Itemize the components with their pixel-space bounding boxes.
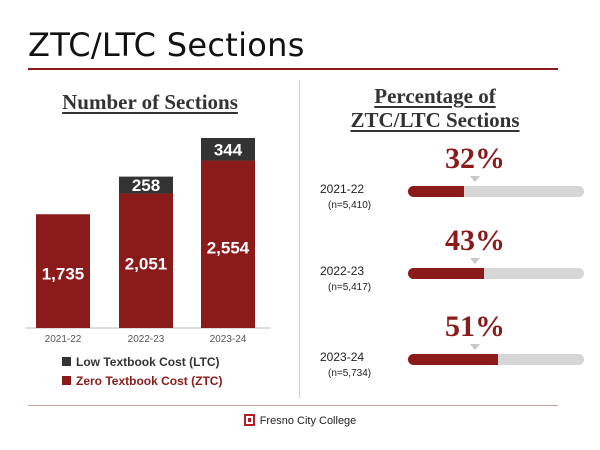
pct-row-2021-22: 32% 2021-22 (n=5,410) [320,142,590,222]
bar-label-ltc-2023-24: 344 [214,140,243,159]
bar-ztc-2022-23 [119,193,173,328]
pct-value: 51% [445,310,505,343]
pct-marker-icon [470,258,480,264]
pct-value: 43% [445,224,505,257]
x-tick-label-2021-22: 2021-22 [45,334,82,345]
pct-track [408,354,584,365]
pct-marker-icon [470,344,480,350]
pct-track [408,186,584,197]
percentage-heading: Percentage of ZTC/LTC Sections [310,84,560,132]
percentage-heading-line1: Percentage of [374,84,496,108]
pct-n: (n=5,734) [328,368,372,379]
legend-swatch-ztc [62,376,71,385]
column-divider [299,80,300,398]
pct-marker-icon [470,176,480,182]
bar-label-ltc-2022-23: 258 [132,176,160,195]
footer-text: Fresno City College [259,415,357,427]
pct-row-2023-24: 51% 2023-24 (n=5,734) [320,310,590,390]
pct-year: 2021-22 [320,182,365,196]
pct-fill [408,354,498,365]
bar-ztc-2023-24 [201,160,255,328]
legend-swatch-ltc [62,357,71,366]
bar-label-ztc-2022-23: 2,051 [125,254,168,273]
pct-n: (n=5,417) [328,282,372,293]
footer-rule [28,405,558,406]
bar-ltc-2022-23 [119,176,173,194]
percentage-heading-line2: ZTC/LTC Sections [350,108,520,132]
x-tick-label-2022-23: 2022-23 [128,334,165,345]
fresno-city-college-logo-icon [243,414,255,426]
bar-label-ztc-2023-24: 2,554 [207,239,250,258]
page-title: ZTC/LTC Sections [28,26,305,64]
bar-ztc-2021-22 [36,214,90,328]
pct-fill [408,268,484,279]
pct-year: 2023-24 [320,350,365,364]
x-tick-label-2023-24: 2023-24 [210,334,247,345]
number-of-sections-heading: Number of Sections [62,90,238,114]
legend-item-ztc: Zero Textbook Cost (ZTC) [62,371,222,390]
pct-year: 2022-23 [320,264,365,278]
bar-label-ztc-2021-22: 1,735 [42,264,85,283]
title-underline [28,68,558,70]
chart-legend: Low Textbook Cost (LTC) Zero Textbook Co… [62,352,222,390]
sections-bar-chart: 1,735 2021-22 2,051 258 2022-23 2,554 344 2023-… [26,138,270,345]
pct-fill [408,186,465,197]
legend-label-ztc: Zero Textbook Cost (ZTC) [76,373,223,388]
pct-row-2022-23: 43% 2022-23 (n=5,417) [320,224,590,304]
footer: Fresno City College [0,414,600,427]
pct-value: 32% [445,142,505,175]
pct-track [408,268,584,279]
bar-ltc-2023-24 [201,138,255,161]
pct-n: (n=5,410) [328,200,372,211]
legend-item-ltc: Low Textbook Cost (LTC) [62,352,222,371]
legend-label-ltc: Low Textbook Cost (LTC) [76,354,220,369]
